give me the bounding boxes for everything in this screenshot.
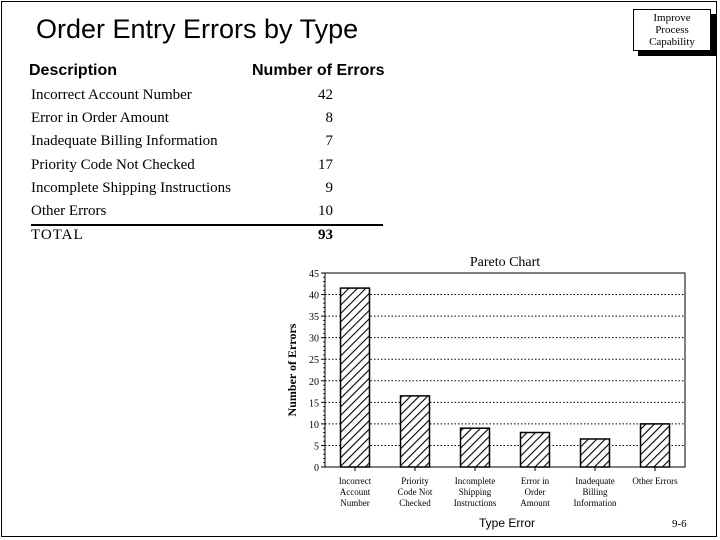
plot-frame <box>324 272 686 468</box>
y-tick-label: 35 <box>309 312 319 323</box>
table-row-value: 17 <box>318 157 333 173</box>
y-tick-label: 40 <box>309 291 319 302</box>
table-row-label: Incorrect Account Number <box>31 87 192 103</box>
badge-line-2: Process <box>655 24 689 36</box>
x-tick-label: Instructions <box>454 498 497 508</box>
bar <box>519 431 551 468</box>
x-tick-label: Shipping <box>459 487 492 497</box>
process-capability-badge: Improve Process Capability <box>633 9 711 51</box>
total-label: TOTAL <box>31 227 84 243</box>
x-tick-label: Inadequate <box>575 476 614 486</box>
y-axis-label: Number of Errors <box>285 323 299 416</box>
y-tick-label: 0 <box>314 463 319 474</box>
x-tick-label: Amount <box>520 498 550 508</box>
x-tick-label: Billing <box>582 487 608 497</box>
table-row-label: Priority Code Not Checked <box>31 157 195 173</box>
y-tick-label: 45 <box>309 269 319 280</box>
y-tick-label: 30 <box>309 334 319 345</box>
y-tick-label: 10 <box>309 420 319 431</box>
bar <box>579 438 611 468</box>
y-tick-label: 25 <box>309 355 319 366</box>
table-row-value: 9 <box>325 180 334 196</box>
table-row-label: Incomplete Shipping Instructions <box>31 180 231 196</box>
table-row-value: 10 <box>318 203 333 219</box>
table-row-value: 7 <box>325 133 334 149</box>
x-tick-label: Incorrect <box>339 476 372 486</box>
x-tick-label: Checked <box>399 498 431 508</box>
x-tick-label: Other Errors <box>632 476 678 486</box>
table-row-label: Other Errors <box>31 203 107 219</box>
x-tick-label: Information <box>574 498 617 508</box>
x-tick-label: Error in <box>521 476 550 486</box>
total-value: 93 <box>318 227 333 243</box>
table-row-label: Error in Order Amount <box>31 110 169 126</box>
page-title: Order Entry Errors by Type <box>36 14 359 44</box>
table-row-value: 8 <box>325 110 334 126</box>
x-tick-label: Code Not <box>398 487 433 497</box>
table-row-value: 42 <box>318 87 333 103</box>
bar <box>459 427 491 468</box>
table-header-count: Number of Errors <box>252 62 385 79</box>
page-number: 9-6 <box>672 518 687 530</box>
table-header-description: Description <box>29 62 118 79</box>
badge-line-3: Capability <box>649 36 695 48</box>
x-tick-label: Order <box>525 487 546 497</box>
x-tick-label: Priority <box>401 476 429 486</box>
y-tick-label: 20 <box>309 377 319 388</box>
table-row-label: Inadequate Billing Information <box>31 133 218 149</box>
y-tick-label: 5 <box>314 441 319 452</box>
y-tick-label: 15 <box>309 398 319 409</box>
x-tick-label: Incomplete <box>455 476 495 486</box>
bar <box>339 287 371 468</box>
total-rule <box>31 224 383 226</box>
bar <box>399 395 431 468</box>
bar <box>639 423 671 468</box>
x-axis-label: Type Error <box>479 516 535 530</box>
x-tick-label: Account <box>340 487 371 497</box>
badge-line-1: Improve <box>653 12 691 24</box>
x-tick-label: Number <box>340 498 370 508</box>
chart-title: Pareto Chart <box>470 255 540 270</box>
